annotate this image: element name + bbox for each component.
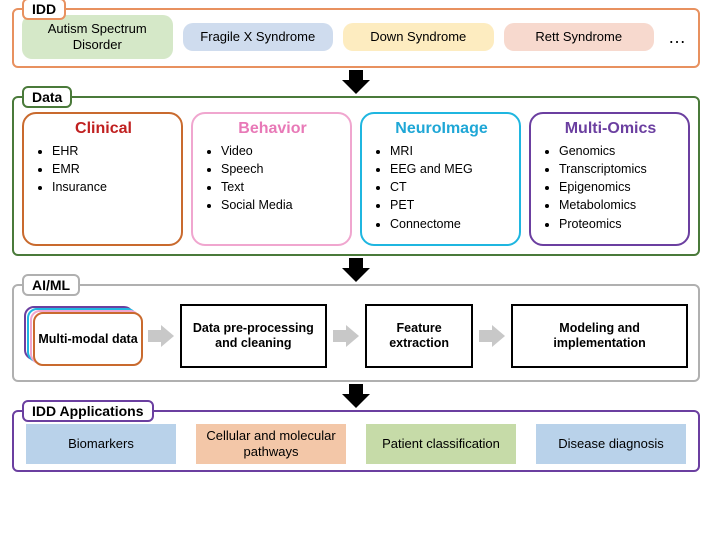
aiml-label: AI/ML — [22, 274, 80, 296]
card-list-behavior: Video Speech Text Social Media — [203, 142, 342, 215]
card-list-neuroimage: MRI EEG and MEG CT PET Connectome — [372, 142, 511, 233]
flow-arrow-1 — [148, 325, 174, 347]
card-list-clinical: EHR EMR Insurance — [34, 142, 173, 196]
data-card-multiomics: Multi-Omics Genomics Transcriptomics Epi… — [529, 112, 690, 246]
syndrome-ellipsis: … — [664, 27, 690, 48]
step-feature-extraction: Feature extraction — [365, 304, 473, 368]
syndrome-down: Down Syndrome — [343, 23, 494, 51]
app-pathways: Cellular and molecular pathways — [196, 424, 346, 464]
app-biomarkers: Biomarkers — [26, 424, 176, 464]
flow-arrow-2 — [333, 325, 359, 347]
card-title-behavior: Behavior — [203, 120, 342, 138]
syndrome-rett: Rett Syndrome — [504, 23, 655, 51]
syndrome-autism: Autism Spectrum Disorder — [22, 15, 173, 58]
step-modeling: Modeling and implementation — [511, 304, 688, 368]
idd-section: IDD Autism Spectrum Disorder Fragile X S… — [12, 8, 700, 68]
data-card-behavior: Behavior Video Speech Text Social Media — [191, 112, 352, 246]
data-card-neuroimage: NeuroImage MRI EEG and MEG CT PET Connec… — [360, 112, 521, 246]
card-list-multiomics: Genomics Transcriptomics Epigenomics Met… — [541, 142, 680, 233]
app-diagnosis: Disease diagnosis — [536, 424, 686, 464]
apps-label: IDD Applications — [22, 400, 154, 422]
apps-section: IDD Applications Biomarkers Cellular and… — [12, 410, 700, 472]
multimodal-label: Multi-modal data — [33, 312, 143, 366]
arrow-idd-to-data — [342, 70, 370, 94]
multimodal-stack: Multi-modal data — [24, 306, 142, 366]
idd-label: IDD — [22, 0, 66, 20]
data-card-clinical: Clinical EHR EMR Insurance — [22, 112, 183, 246]
syndrome-fragilex: Fragile X Syndrome — [183, 23, 334, 51]
arrow-data-to-aiml — [342, 258, 370, 282]
step-preprocessing: Data pre-processing and cleaning — [180, 304, 327, 368]
flow-arrow-3 — [479, 325, 505, 347]
app-classification: Patient classification — [366, 424, 516, 464]
card-title-neuroimage: NeuroImage — [372, 120, 511, 138]
aiml-section: AI/ML Multi-modal data Data pre-processi… — [12, 284, 700, 382]
card-title-multiomics: Multi-Omics — [541, 120, 680, 138]
data-section: Data Clinical EHR EMR Insurance Behavior… — [12, 96, 700, 256]
card-title-clinical: Clinical — [34, 120, 173, 138]
arrow-aiml-to-apps — [342, 384, 370, 408]
data-label: Data — [22, 86, 72, 108]
